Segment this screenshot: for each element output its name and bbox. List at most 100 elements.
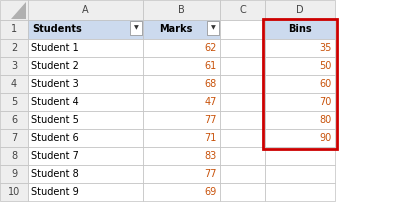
- Bar: [265, 39, 335, 57]
- Bar: [130, 21, 142, 35]
- Bar: [28, 129, 143, 147]
- Bar: [143, 147, 220, 165]
- Bar: [28, 39, 143, 57]
- Bar: [28, 75, 143, 93]
- Text: Student 4: Student 4: [31, 97, 79, 107]
- Bar: [265, 147, 335, 165]
- Bar: [0, 0, 28, 20]
- Bar: [220, 183, 265, 201]
- Text: Student 7: Student 7: [31, 151, 79, 161]
- Bar: [28, 93, 143, 111]
- Bar: [220, 129, 265, 147]
- Text: 6: 6: [11, 115, 17, 125]
- Bar: [265, 57, 335, 75]
- Bar: [0, 93, 28, 111]
- Bar: [143, 39, 220, 57]
- Bar: [220, 57, 265, 75]
- Text: Student 1: Student 1: [31, 43, 79, 53]
- Text: 8: 8: [11, 151, 17, 161]
- Text: 68: 68: [205, 79, 217, 89]
- Bar: [28, 165, 143, 183]
- Text: 35: 35: [320, 43, 332, 53]
- Text: D: D: [296, 5, 304, 15]
- Text: 2: 2: [11, 43, 17, 53]
- Text: 5: 5: [11, 97, 17, 107]
- Bar: [265, 75, 335, 93]
- Text: 77: 77: [204, 115, 217, 125]
- Text: Student 8: Student 8: [31, 169, 79, 179]
- Bar: [0, 183, 28, 201]
- Bar: [220, 75, 265, 93]
- Text: Student 3: Student 3: [31, 79, 79, 89]
- Bar: [143, 57, 220, 75]
- Text: 50: 50: [320, 61, 332, 71]
- Text: 9: 9: [11, 169, 17, 179]
- Text: 71: 71: [205, 133, 217, 143]
- Bar: [143, 93, 220, 111]
- Bar: [265, 183, 335, 201]
- Text: ▼: ▼: [134, 25, 138, 31]
- Bar: [0, 147, 28, 165]
- Text: 90: 90: [320, 133, 332, 143]
- Bar: [0, 75, 28, 93]
- Text: 47: 47: [205, 97, 217, 107]
- Bar: [220, 93, 265, 111]
- Text: Student 9: Student 9: [31, 187, 79, 197]
- Bar: [143, 165, 220, 183]
- Text: 61: 61: [205, 61, 217, 71]
- Text: ▼: ▼: [211, 25, 215, 31]
- Text: Students: Students: [32, 25, 82, 35]
- Bar: [0, 111, 28, 129]
- Text: 83: 83: [205, 151, 217, 161]
- Text: 7: 7: [11, 133, 17, 143]
- Bar: [143, 111, 220, 129]
- Bar: [220, 165, 265, 183]
- Bar: [143, 183, 220, 201]
- Bar: [143, 129, 220, 147]
- Bar: [0, 57, 28, 75]
- Text: 10: 10: [8, 187, 20, 197]
- Bar: [0, 129, 28, 147]
- Bar: [265, 165, 335, 183]
- Bar: [220, 147, 265, 165]
- Polygon shape: [11, 2, 26, 19]
- Text: 3: 3: [11, 61, 17, 71]
- Bar: [28, 111, 143, 129]
- Bar: [265, 111, 335, 129]
- Text: 80: 80: [320, 115, 332, 125]
- Text: B: B: [178, 5, 185, 15]
- Bar: [220, 20, 265, 39]
- Bar: [0, 165, 28, 183]
- Text: 77: 77: [204, 169, 217, 179]
- Bar: [28, 20, 143, 39]
- Bar: [28, 0, 143, 20]
- Bar: [220, 39, 265, 57]
- Text: 4: 4: [11, 79, 17, 89]
- Bar: [0, 39, 28, 57]
- Bar: [265, 129, 335, 147]
- Bar: [220, 111, 265, 129]
- Text: 70: 70: [320, 97, 332, 107]
- Bar: [265, 0, 335, 20]
- Text: Marks: Marks: [159, 25, 192, 35]
- Bar: [28, 57, 143, 75]
- Text: C: C: [239, 5, 246, 15]
- Text: Student 5: Student 5: [31, 115, 79, 125]
- Bar: [143, 20, 220, 39]
- Bar: [28, 147, 143, 165]
- Bar: [263, 19, 337, 149]
- Text: 60: 60: [320, 79, 332, 89]
- Text: A: A: [82, 5, 89, 15]
- Text: Bins: Bins: [288, 25, 312, 35]
- Bar: [220, 0, 265, 20]
- Text: 1: 1: [11, 25, 17, 35]
- Bar: [143, 0, 220, 20]
- Text: Student 6: Student 6: [31, 133, 79, 143]
- Bar: [28, 183, 143, 201]
- Bar: [265, 93, 335, 111]
- Bar: [207, 21, 219, 35]
- Text: Student 2: Student 2: [31, 61, 79, 71]
- Bar: [265, 20, 335, 39]
- Bar: [143, 75, 220, 93]
- Bar: [0, 20, 28, 39]
